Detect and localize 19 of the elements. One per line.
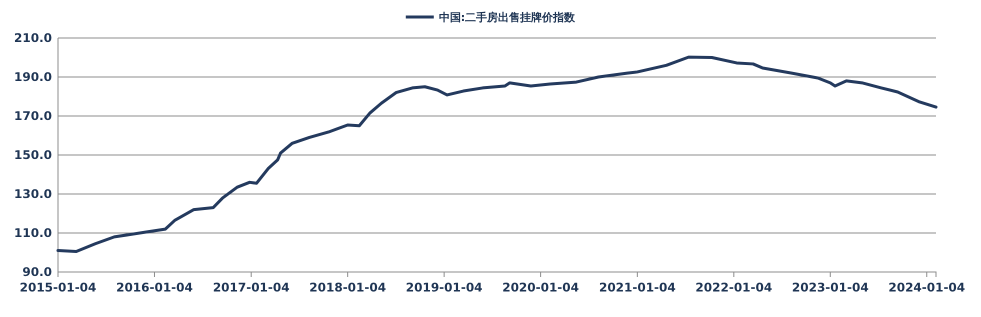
x-tick-label: 2024-01-04 xyxy=(888,280,966,295)
legend-label: 中国:二手房出售挂牌价指数 xyxy=(438,11,576,24)
x-tick-label: 2015-01-04 xyxy=(20,280,96,295)
y-tick-label: 210.0 xyxy=(14,30,52,45)
x-tick-label: 2023-01-04 xyxy=(792,280,869,295)
y-tick-label: 150.0 xyxy=(14,148,52,162)
x-tick-label: 2019-01-04 xyxy=(406,280,483,295)
x-tick-label: 2016-01-04 xyxy=(116,280,193,295)
y-tick-label: 170.0 xyxy=(14,108,52,123)
x-tick-label: 2020-01-04 xyxy=(502,280,579,295)
y-tick-label: 130.0 xyxy=(14,186,52,201)
x-tick-label: 2022-01-04 xyxy=(695,280,772,295)
x-tick-label: 2017-01-04 xyxy=(212,280,290,295)
y-tick-label: 90.0 xyxy=(22,264,52,279)
y-tick-label: 110.0 xyxy=(14,226,52,240)
x-tick-label: 2021-01-04 xyxy=(598,280,676,295)
x-tick-label: 2018-01-04 xyxy=(309,280,386,295)
y-tick-label: 190.0 xyxy=(14,70,52,84)
line-series xyxy=(56,56,938,254)
